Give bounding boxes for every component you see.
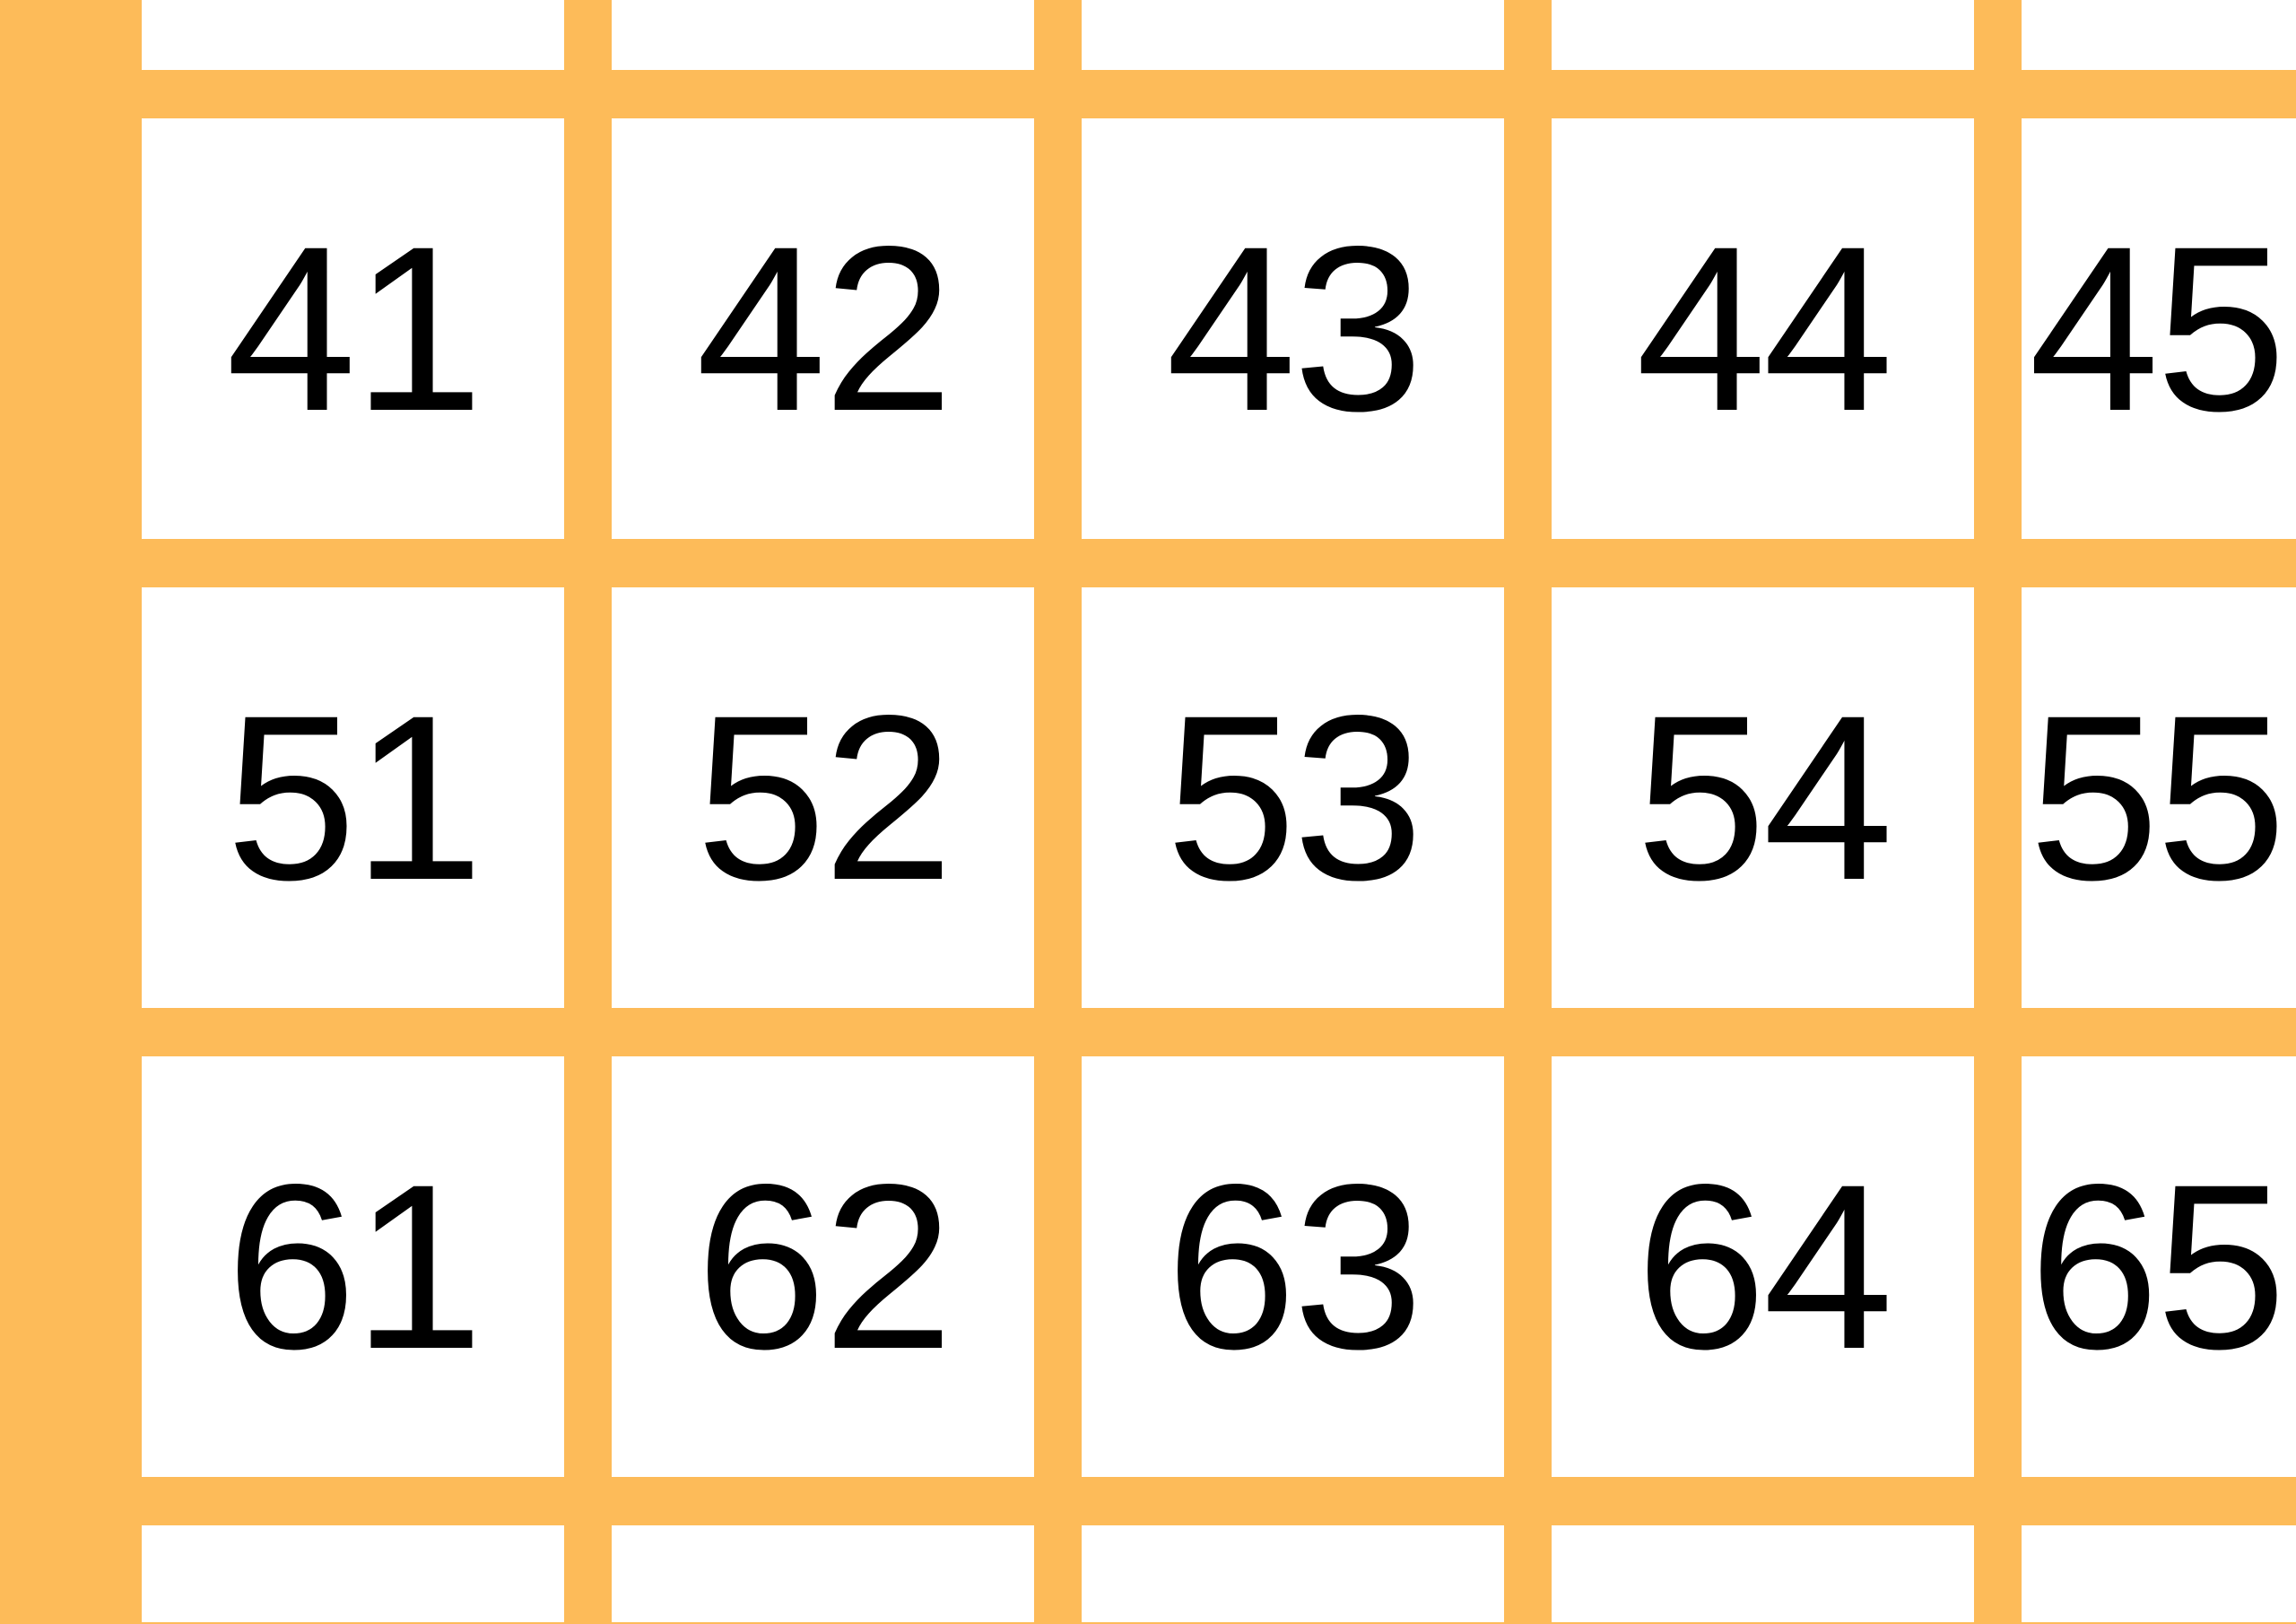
grid-cell-41[interactable]: 41 (142, 118, 564, 539)
grid-cell-empty[interactable] (612, 0, 1034, 70)
grid-cell-61[interactable]: 61 (142, 1056, 564, 1477)
grid-cell-empty[interactable] (1082, 0, 1504, 70)
grid-cell-53[interactable]: 53 (1082, 587, 1504, 1008)
grid-cell-empty[interactable] (1552, 0, 1974, 70)
number-grid: 41 42 43 44 45 51 52 53 54 55 61 62 63 64 65 (142, 0, 2296, 1622)
grid-cell-empty[interactable] (142, 1525, 564, 1622)
grid-cell-44[interactable]: 44 (1552, 118, 1974, 539)
grid-cell-54[interactable]: 54 (1552, 587, 1974, 1008)
grid-cell-empty[interactable] (1552, 1525, 1974, 1622)
grid-cell-55[interactable]: 55 (2022, 587, 2296, 1008)
grid-cell-65[interactable]: 65 (2022, 1056, 2296, 1477)
grid-cell-empty[interactable] (2022, 1525, 2296, 1622)
grid-cell-42[interactable]: 42 (612, 118, 1034, 539)
grid-cell-empty[interactable] (2022, 0, 2296, 70)
grid-cell-43[interactable]: 43 (1082, 118, 1504, 539)
grid-cell-empty[interactable] (1082, 1525, 1504, 1622)
grid-cell-62[interactable]: 62 (612, 1056, 1034, 1477)
grid-cell-63[interactable]: 63 (1082, 1056, 1504, 1477)
grid-cell-64[interactable]: 64 (1552, 1056, 1974, 1477)
grid-cell-empty[interactable] (612, 1525, 1034, 1622)
grid-cell-51[interactable]: 51 (142, 587, 564, 1008)
grid-cell-52[interactable]: 52 (612, 587, 1034, 1008)
grid-cell-empty[interactable] (142, 0, 564, 70)
grid-cell-45[interactable]: 45 (2022, 118, 2296, 539)
